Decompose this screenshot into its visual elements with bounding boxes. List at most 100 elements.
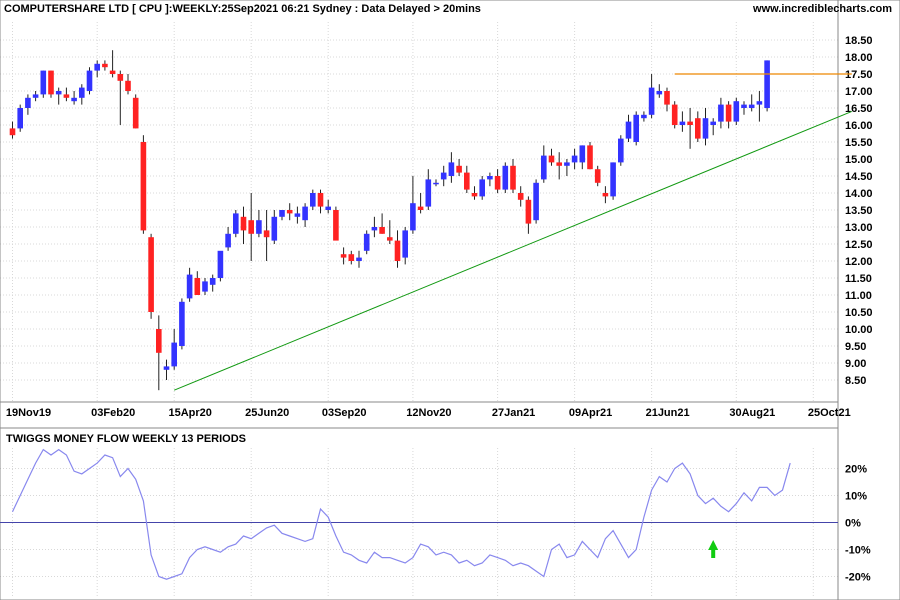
candle-body bbox=[733, 101, 740, 122]
candle-body bbox=[40, 70, 47, 95]
date-tick-label: 12Nov20 bbox=[406, 407, 451, 419]
flow-tick-label: -10% bbox=[845, 545, 871, 557]
date-tick-label: 30Aug21 bbox=[729, 407, 775, 419]
money-flow-line bbox=[11, 448, 791, 580]
candle-body bbox=[656, 91, 663, 95]
candlestick-series bbox=[9, 50, 770, 391]
date-axis-ticks: 19Nov19 03Feb20 15Apr20 25Jun20 03Sep20 12Nov… bbox=[6, 407, 851, 419]
candle-body bbox=[710, 121, 716, 125]
price-tick-label: 11.50 bbox=[845, 273, 872, 285]
candle-body bbox=[718, 104, 724, 122]
candle-body bbox=[641, 114, 647, 119]
price-tick-label: 16.50 bbox=[845, 103, 873, 115]
date-tick-label: 27Jan21 bbox=[492, 407, 535, 419]
arrow-shaft bbox=[711, 549, 716, 558]
flow-tick-label: 20% bbox=[845, 464, 867, 476]
candle-body bbox=[163, 366, 170, 370]
candle-body bbox=[371, 227, 378, 231]
candle-body bbox=[202, 281, 208, 292]
candle-body bbox=[86, 70, 93, 91]
candle-body bbox=[541, 155, 547, 180]
price-axis-ticks: 8.50 9.00 9.50 10.00 10.50 11.00 11.50 12.00 12.… bbox=[845, 35, 873, 387]
price-tick-label: 10.50 bbox=[845, 307, 873, 319]
candle-body bbox=[502, 165, 509, 190]
candle-body bbox=[664, 91, 670, 105]
candle-body bbox=[517, 193, 524, 200]
price-tick-label: 8.50 bbox=[845, 375, 866, 387]
candle-body bbox=[417, 206, 424, 210]
candle-body bbox=[625, 121, 632, 139]
candle-body bbox=[217, 250, 224, 278]
candle-body bbox=[240, 216, 247, 231]
candle-body bbox=[533, 182, 539, 221]
support-trendline bbox=[174, 110, 852, 391]
price-tick-label: 13.00 bbox=[845, 222, 873, 234]
candle-body bbox=[325, 206, 331, 210]
candle-body bbox=[487, 176, 493, 180]
candle-body bbox=[55, 91, 62, 95]
candle-body bbox=[109, 70, 116, 74]
candle-body bbox=[209, 278, 216, 285]
price-tick-label: 18.00 bbox=[845, 52, 873, 64]
candle-body bbox=[317, 193, 324, 207]
candle-body bbox=[548, 155, 555, 163]
candle-body bbox=[764, 60, 770, 108]
candle-body bbox=[510, 165, 516, 190]
candle-body bbox=[525, 199, 532, 224]
price-tick-label: 17.50 bbox=[845, 69, 873, 81]
candle-body bbox=[340, 254, 347, 258]
flow-tick-label: 0% bbox=[845, 518, 861, 530]
candle-body bbox=[741, 104, 747, 108]
price-tick-label: 9.00 bbox=[845, 358, 866, 370]
candle-body bbox=[387, 237, 393, 241]
candle-body bbox=[756, 101, 763, 105]
candle-body bbox=[725, 104, 732, 122]
candle-body bbox=[48, 70, 54, 95]
flow-axis-ticks: 20% 10% 0% -10% -20% bbox=[845, 464, 871, 584]
price-tick-label: 11.00 bbox=[845, 290, 872, 302]
candle-body bbox=[556, 162, 562, 166]
date-tick-label: 09Apr21 bbox=[569, 407, 612, 419]
candle-body bbox=[464, 172, 470, 190]
candle-body bbox=[333, 210, 339, 241]
candle-body bbox=[263, 230, 270, 238]
candle-body bbox=[94, 63, 100, 71]
candle-body bbox=[179, 301, 185, 346]
price-tick-label: 16.00 bbox=[845, 120, 873, 132]
candle-body bbox=[618, 138, 624, 163]
candle-body bbox=[186, 274, 193, 299]
candle-body bbox=[233, 213, 239, 234]
price-tick-label: 13.50 bbox=[845, 205, 873, 217]
candle-body bbox=[433, 182, 439, 185]
candle-body bbox=[248, 220, 254, 234]
price-tick-label: 9.50 bbox=[845, 341, 866, 353]
date-tick-label: 25Oct21 bbox=[808, 407, 851, 419]
candle-body bbox=[156, 329, 162, 353]
candle-body bbox=[702, 118, 709, 139]
candle-body bbox=[148, 237, 154, 312]
candle-body bbox=[679, 121, 686, 125]
candle-body bbox=[32, 94, 39, 98]
candle-body bbox=[271, 216, 278, 241]
candle-body bbox=[594, 169, 601, 183]
candle-body bbox=[294, 213, 301, 217]
candle-body bbox=[286, 210, 293, 214]
candle-body bbox=[256, 220, 262, 234]
price-tick-label: 10.00 bbox=[845, 324, 873, 336]
price-tick-label: 18.50 bbox=[845, 35, 873, 47]
candle-body bbox=[402, 230, 408, 258]
price-tick-label: 17.00 bbox=[845, 86, 873, 98]
date-tick-label: 25Jun20 bbox=[245, 407, 289, 419]
up-arrow-icon bbox=[708, 540, 719, 558]
candle-body bbox=[117, 74, 124, 81]
candle-body bbox=[648, 87, 655, 115]
price-tick-label: 14.50 bbox=[845, 171, 873, 183]
candle-body bbox=[63, 94, 70, 98]
website-label[interactable]: www.incrediblecharts.com bbox=[752, 3, 892, 15]
candle-body bbox=[302, 206, 308, 221]
candle-body bbox=[379, 227, 385, 234]
candle-body bbox=[456, 165, 462, 173]
candle-body bbox=[348, 254, 355, 261]
date-tick-label: 03Sep20 bbox=[322, 407, 367, 419]
price-tick-label: 14.00 bbox=[845, 188, 873, 200]
